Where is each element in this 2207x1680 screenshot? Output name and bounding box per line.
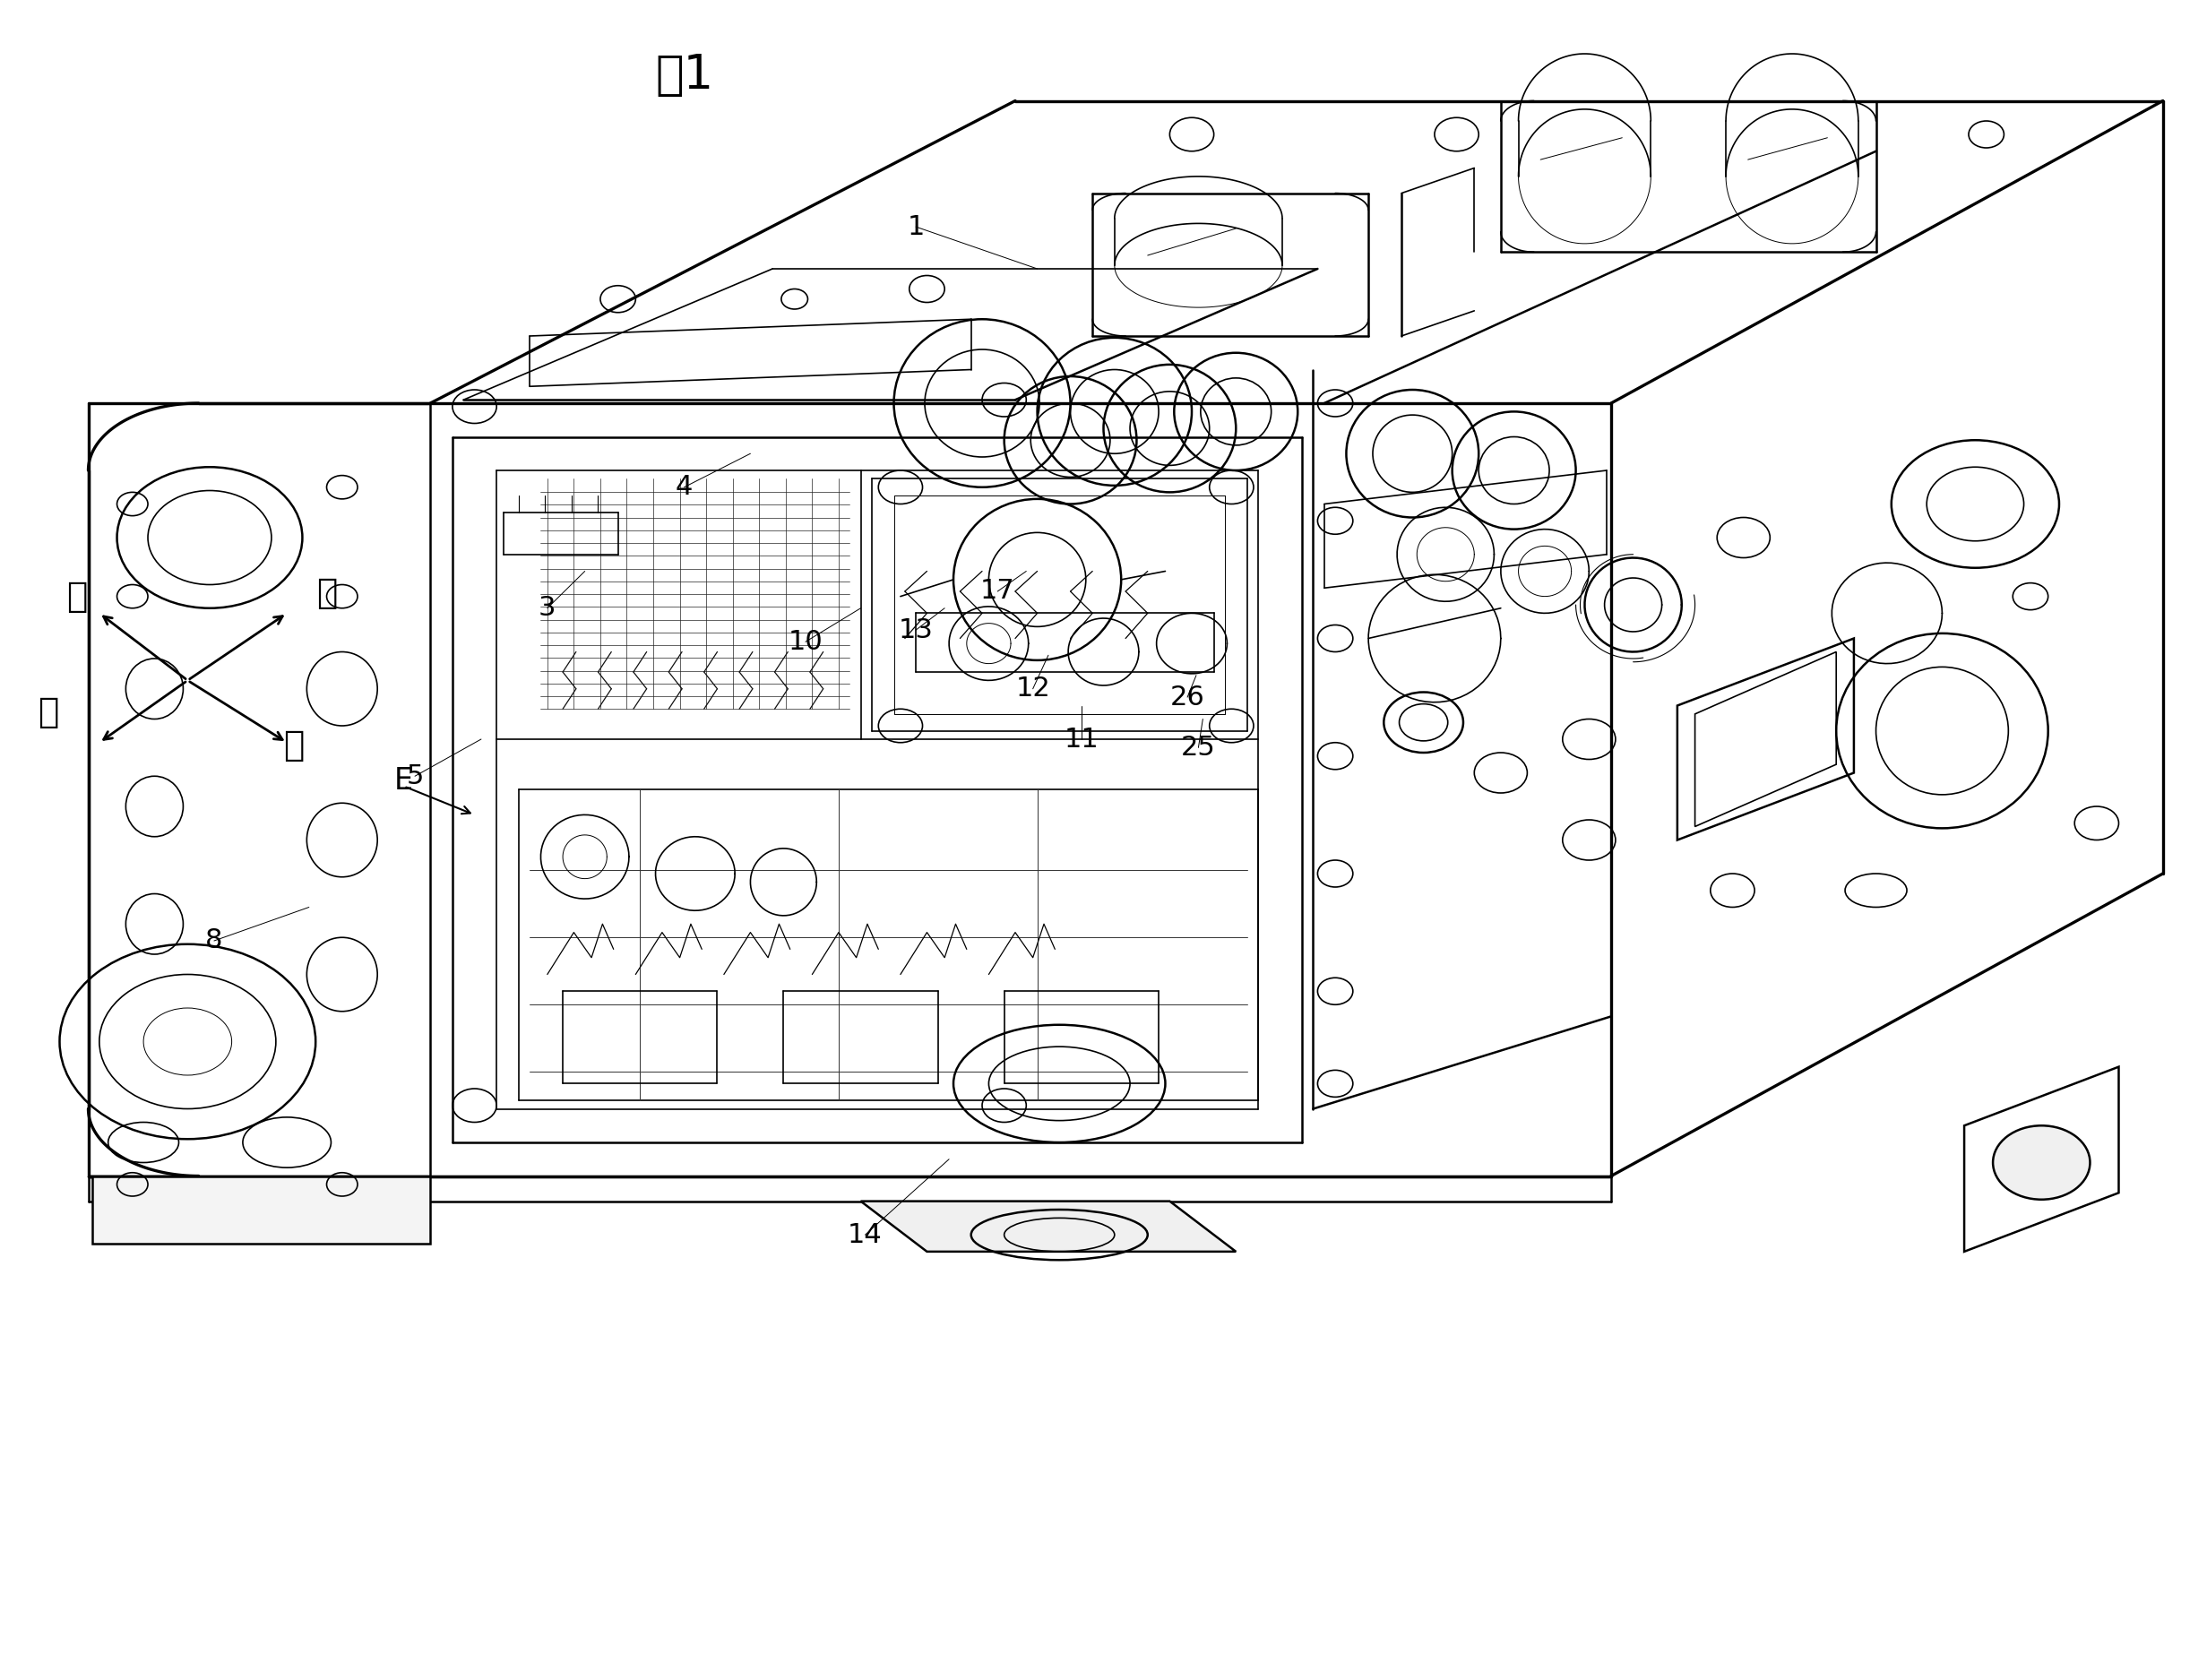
Polygon shape xyxy=(93,1176,430,1243)
Text: 后: 后 xyxy=(66,580,88,613)
Text: 11: 11 xyxy=(1064,726,1099,753)
Text: 右: 右 xyxy=(316,576,338,610)
Circle shape xyxy=(1993,1126,2090,1200)
Text: 8: 8 xyxy=(205,927,223,954)
Text: 左: 左 xyxy=(38,696,60,729)
Text: E: E xyxy=(395,766,413,796)
Text: 图1: 图1 xyxy=(655,52,713,99)
Text: 4: 4 xyxy=(675,474,693,501)
Text: 10: 10 xyxy=(788,628,823,655)
Text: 12: 12 xyxy=(1015,675,1051,702)
Text: 14: 14 xyxy=(847,1221,883,1248)
Text: 3: 3 xyxy=(539,595,556,622)
Text: 17: 17 xyxy=(980,578,1015,605)
Text: 1: 1 xyxy=(907,213,925,240)
Text: 26: 26 xyxy=(1170,684,1205,711)
Text: 5: 5 xyxy=(406,763,424,790)
Text: 25: 25 xyxy=(1181,734,1216,761)
Text: 前: 前 xyxy=(282,729,305,763)
Text: 13: 13 xyxy=(898,617,934,643)
Polygon shape xyxy=(861,1201,1236,1252)
